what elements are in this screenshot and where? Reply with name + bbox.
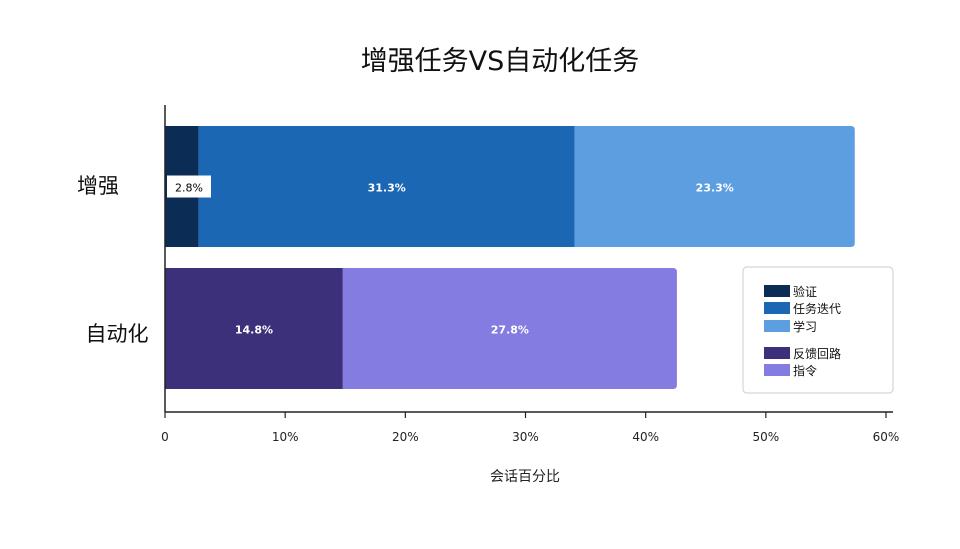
bars-layer bbox=[165, 126, 855, 389]
bar-segment-0-1 bbox=[198, 126, 575, 247]
x-axis: 0 10% 20% 30% 40% 50% 60% bbox=[161, 105, 899, 444]
bar-segment-0-2 bbox=[574, 126, 855, 247]
x-tick-label: 0 bbox=[161, 430, 169, 444]
x-tick-label: 40% bbox=[632, 430, 659, 444]
data-labels-layer: 2.8% 31.3% 23.3% 14.8% 27.8% bbox=[167, 175, 734, 337]
legend-swatch bbox=[764, 320, 790, 332]
data-label: 31.3% bbox=[368, 182, 406, 195]
legend-label: 反馈回路 bbox=[793, 346, 841, 361]
data-label: 2.8% bbox=[175, 182, 203, 195]
data-label: 23.3% bbox=[696, 182, 734, 195]
bar-segment-1-1 bbox=[342, 268, 677, 389]
legend-label: 验证 bbox=[793, 284, 817, 299]
x-tick-label: 50% bbox=[752, 430, 779, 444]
x-tick-label: 20% bbox=[392, 430, 419, 444]
data-label: 14.8% bbox=[235, 324, 273, 337]
legend-label: 指令 bbox=[793, 363, 817, 378]
x-tick-label: 60% bbox=[873, 430, 900, 444]
x-axis-label: 会话百分比 bbox=[490, 469, 560, 485]
data-label-box bbox=[167, 175, 211, 198]
legend-swatch bbox=[764, 302, 790, 314]
category-label-1: 自动化 bbox=[86, 322, 149, 346]
legend-swatch bbox=[764, 347, 790, 359]
legend-box bbox=[742, 266, 894, 394]
legend-label: 任务迭代 bbox=[793, 301, 841, 316]
bar-segment-1-0 bbox=[165, 268, 343, 389]
x-tick-label: 10% bbox=[272, 430, 299, 444]
legend-swatch bbox=[764, 364, 790, 376]
data-label: 27.8% bbox=[491, 324, 529, 337]
chart-title: 增强任务VS自动化任务 bbox=[361, 46, 640, 77]
x-tick-label: 30% bbox=[512, 430, 539, 444]
category-label-0: 增强 bbox=[77, 174, 119, 198]
legend-swatch bbox=[764, 285, 790, 297]
legend-label: 学习 bbox=[793, 319, 817, 334]
